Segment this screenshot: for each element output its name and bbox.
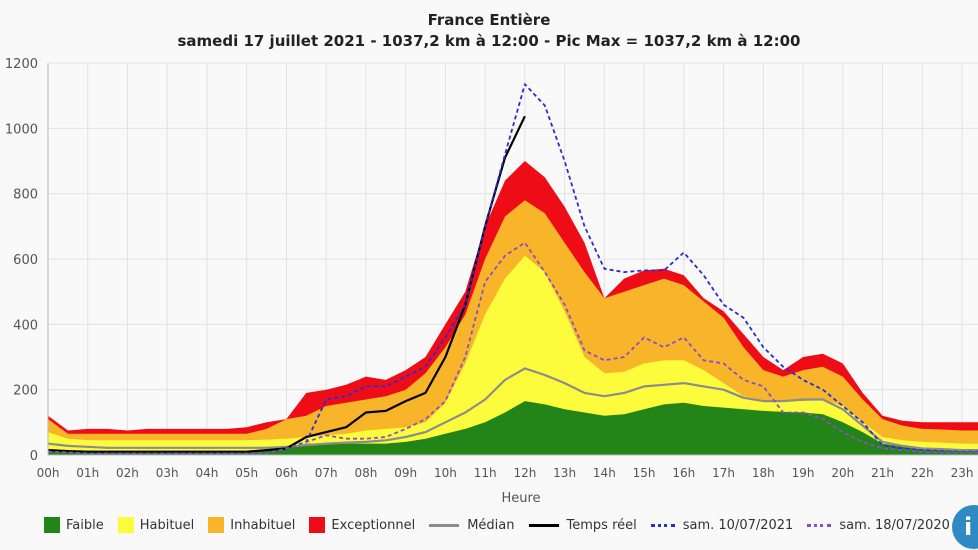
chart-title-block: France Entière samedi 17 juillet 2021 - … <box>0 10 978 52</box>
series-line-sam-18-07-2020 <box>47 241 978 455</box>
legend-line <box>528 523 559 527</box>
x-tick-label: 06h <box>275 466 298 480</box>
x-tick-label: 17h <box>712 466 735 480</box>
legend-label: Faible <box>66 517 104 533</box>
area-faible <box>48 401 978 455</box>
y-tick-label: 600 <box>13 253 38 268</box>
legend-swatch <box>44 517 60 533</box>
legend-item[interactable]: Inhabituel <box>208 517 295 533</box>
areas <box>48 161 978 455</box>
area-habituel <box>48 255 978 455</box>
legend-item[interactable]: Faible <box>44 517 104 533</box>
info-icon: i <box>964 513 973 541</box>
legend-label: Temps réel <box>566 517 637 533</box>
x-tick-label: 07h <box>315 466 338 480</box>
x-tick-label: 11h <box>474 466 497 480</box>
legend-swatch <box>309 517 326 533</box>
axes: 0 200 400 600 800 1000 1200 00h 01h 02h 03h 04h 05h 0… <box>5 57 978 480</box>
x-tick-label: 16h <box>672 466 695 480</box>
y-tick-label: 1000 <box>5 122 38 137</box>
legend-item[interactable]: Habituel <box>117 517 195 533</box>
x-tick-label: 20h <box>831 466 854 480</box>
y-tick-label: 200 <box>13 384 38 399</box>
legend-label: Habituel <box>139 517 195 533</box>
x-tick-label: 05h <box>235 466 258 480</box>
y-tick-label: 0 <box>30 449 38 464</box>
lines <box>47 83 978 455</box>
x-tick-label: 14h <box>593 466 616 480</box>
x-tick-label: 15h <box>633 466 656 480</box>
x-tick-label: 12h <box>513 466 536 480</box>
legend-item[interactable]: sam. 18/07/2020 <box>807 518 950 533</box>
x-tick-label: 04h <box>196 466 219 480</box>
legend-label: Inhabituel <box>230 517 296 533</box>
x-tick-label: 21h <box>871 466 894 480</box>
chart-title: France Entière <box>427 11 551 29</box>
x-tick-label: 03h <box>156 466 179 480</box>
x-tick-label: 09h <box>394 466 417 480</box>
legend: Faible Habituel Inhabituel Exceptionnel Médi… <box>44 517 964 533</box>
legend-label: Exceptionnel <box>331 517 416 533</box>
y-tick-label: 1200 <box>5 57 38 72</box>
x-tick-label: 08h <box>354 466 377 480</box>
x-tick-label: 01h <box>76 466 99 480</box>
series-line-m-dian <box>47 367 978 452</box>
x-tick-label: 02h <box>116 466 139 480</box>
legend-label: Médian <box>467 517 515 533</box>
x-tick-label: 23h <box>951 466 974 480</box>
chart-subtitle: samedi 17 juillet 2021 - 1037,2 km à 12:… <box>177 32 801 50</box>
legend-line <box>650 523 675 527</box>
legend-item[interactable]: sam. 10/07/2021 <box>650 517 794 533</box>
x-axis-label: Heure <box>501 491 540 506</box>
legend-label: sam. 10/07/2021 <box>682 517 794 533</box>
legend-swatch <box>208 517 225 533</box>
x-tick-label: 22h <box>911 466 934 480</box>
x-tick-label: 13h <box>553 466 576 480</box>
x-tick-label: 00h <box>37 466 60 480</box>
legend-swatch <box>117 517 134 533</box>
legend-item[interactable]: Temps réel <box>528 517 637 533</box>
x-tick-label: 18h <box>752 466 775 480</box>
legend-line <box>807 523 832 527</box>
y-tick-label: 800 <box>13 188 38 203</box>
legend-label: sam. 18/07/2020 <box>839 517 950 533</box>
x-tick-label: 10h <box>434 466 457 480</box>
legend-item[interactable]: Médian <box>429 517 515 533</box>
legend-line <box>429 523 460 527</box>
legend-item[interactable]: Exceptionnel <box>309 517 415 533</box>
y-tick-label: 400 <box>13 318 38 333</box>
x-tick-label: 19h <box>792 466 815 480</box>
